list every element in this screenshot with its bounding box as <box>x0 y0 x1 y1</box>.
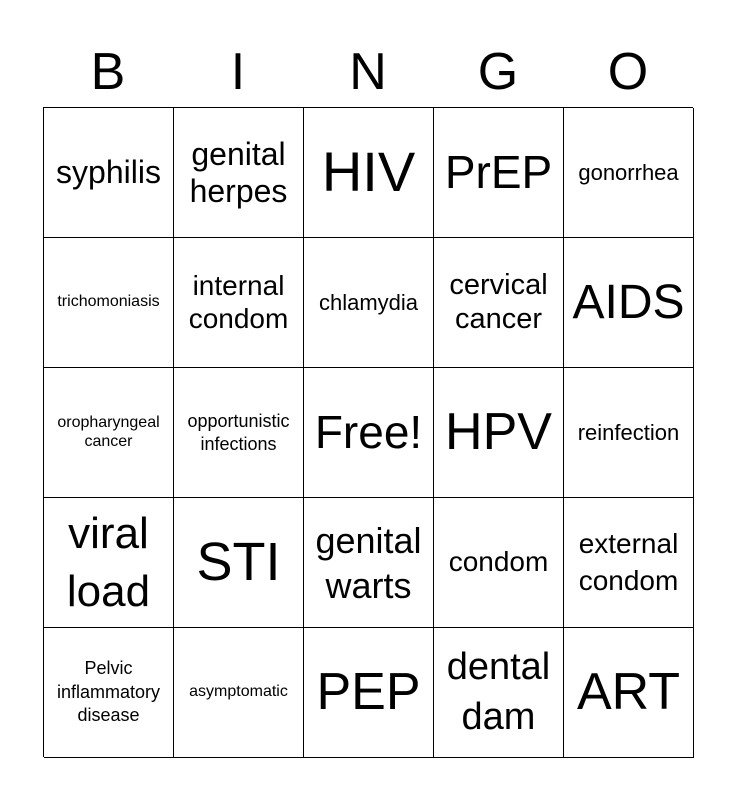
bingo-cell[interactable]: genital warts <box>304 498 434 628</box>
bingo-cell[interactable]: trichomoniasis <box>44 238 174 368</box>
bingo-cell[interactable]: viral load <box>44 498 174 628</box>
header-letter-n: N <box>349 43 387 101</box>
bingo-cell[interactable]: AIDS <box>564 238 694 368</box>
bingo-cell[interactable]: STI <box>174 498 304 628</box>
header-letter-i: I <box>230 43 246 101</box>
bingo-cell[interactable]: condom <box>434 498 564 628</box>
bingo-cell[interactable]: oropharyngeal cancer <box>44 368 174 498</box>
free-space-cell[interactable]: Free! <box>304 368 434 498</box>
header-letter-o: O <box>607 43 649 101</box>
bingo-cell[interactable]: PrEP <box>434 108 564 238</box>
bingo-cell[interactable]: gonorrhea <box>564 108 694 238</box>
bingo-cell[interactable]: chlamydia <box>304 238 434 368</box>
bingo-cell[interactable]: external condom <box>564 498 694 628</box>
bingo-cell[interactable]: asymptomatic <box>174 628 304 758</box>
bingo-cell[interactable]: genital herpes <box>174 108 304 238</box>
bingo-cell[interactable]: syphilis <box>44 108 174 238</box>
bingo-cell[interactable]: internal condom <box>174 238 304 368</box>
bingo-cell[interactable]: Pelvic inflammatory disease <box>44 628 174 758</box>
bingo-cell[interactable]: PEP <box>304 628 434 758</box>
bingo-cell[interactable]: reinfection <box>564 368 694 498</box>
bingo-header: B I N G O <box>43 40 693 104</box>
bingo-cell[interactable]: HPV <box>434 368 564 498</box>
bingo-grid: syphilis genital herpes HIV PrEP gonorrh… <box>43 107 694 758</box>
bingo-cell[interactable]: cervical cancer <box>434 238 564 368</box>
bingo-cell[interactable]: dental dam <box>434 628 564 758</box>
bingo-cell[interactable]: HIV <box>304 108 434 238</box>
bingo-cell[interactable]: ART <box>564 628 694 758</box>
header-letter-b: B <box>90 43 126 101</box>
bingo-cell[interactable]: opportunistic infections <box>174 368 304 498</box>
header-letter-g: G <box>477 43 519 101</box>
